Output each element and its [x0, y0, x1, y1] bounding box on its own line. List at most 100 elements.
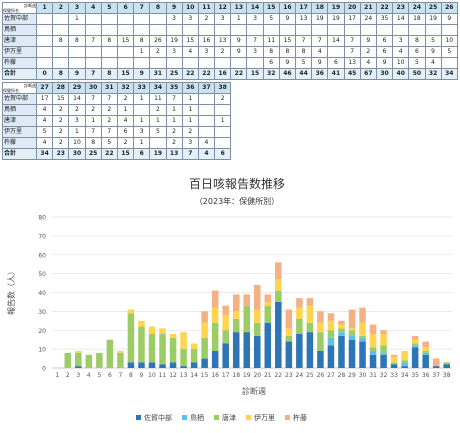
count-cell: 10 [68, 137, 86, 149]
count-cell: 67 [359, 68, 377, 80]
bar-segment-2 [127, 313, 135, 363]
week-header: 1 [35, 2, 54, 14]
bar-segment-0 [159, 364, 166, 368]
count-cell: 9 [359, 35, 377, 47]
count-cell: 2 [214, 46, 232, 58]
count-cell [133, 104, 151, 116]
week-header: 4 [84, 2, 102, 14]
count-cell: 8 [52, 35, 70, 47]
legend-label: 唐津 [222, 413, 236, 422]
week-header: 20 [343, 2, 361, 14]
count-cell: 7 [343, 35, 361, 47]
bar-segment-0 [201, 358, 208, 368]
count-cell [133, 57, 151, 69]
count-cell: 8 [52, 68, 70, 80]
count-cell: 1 [133, 137, 151, 149]
x-tick-label: 35 [411, 372, 419, 379]
bar-segment-3 [159, 328, 166, 335]
week-header: 15 [262, 2, 280, 14]
count-cell: 3 [68, 115, 86, 127]
bar-segment-0 [148, 362, 156, 368]
count-cell: 22 [230, 68, 248, 80]
bar-segment-0 [127, 362, 135, 368]
count-cell: 34 [440, 68, 458, 80]
count-cell: 13 [165, 148, 183, 160]
bar-segment-1 [369, 351, 377, 355]
legend-swatch [285, 415, 290, 420]
count-cell [197, 24, 216, 36]
count-cell [149, 137, 167, 149]
count-cell: 4 [359, 57, 377, 69]
count-cell: 44 [294, 68, 313, 80]
count-cell: 3 [181, 137, 199, 149]
count-cell: 15 [246, 68, 264, 80]
bar-segment-3 [327, 320, 335, 331]
count-cell [214, 126, 232, 138]
count-cell: 13 [214, 35, 232, 47]
bar-segment-2 [443, 362, 450, 365]
count-cell [165, 24, 183, 36]
count-cell [311, 24, 329, 36]
x-tick-label: 15 [201, 372, 209, 379]
count-cell [133, 24, 151, 36]
count-cell: 5 [35, 126, 54, 138]
count-cell: 15 [116, 35, 135, 47]
count-cell: 25 [84, 148, 102, 160]
count-cell [116, 24, 135, 36]
count-cell: 4 [424, 57, 442, 69]
weekly-table-part2: 診断週 保健所名 27 28 29 30 31 32 33 34 35 36 37 38 佐賀中部 17 15 1… [2, 82, 232, 160]
count-cell [52, 13, 70, 25]
count-cell: 31 [149, 68, 167, 80]
week-header: 9 [165, 2, 183, 14]
y-tick-label: 20 [38, 328, 46, 335]
count-cell: 8 [100, 35, 118, 47]
bar-segment-4 [275, 262, 282, 280]
count-cell: 40 [392, 68, 410, 80]
count-cell [68, 46, 86, 58]
count-cell: 4 [35, 104, 54, 116]
count-cell: 36 [311, 68, 329, 80]
x-tick-label: 7 [119, 372, 123, 379]
office-name: 鳥栖 [2, 24, 37, 36]
week-header: 17 [294, 2, 313, 14]
bar-segment-2 [148, 334, 156, 363]
table-row: 佐賀中部 17 15 14 7 7 2 1 11 7 1 2 [2, 93, 232, 105]
bar-segment-3 [75, 351, 82, 353]
bar-segment-2 [138, 326, 145, 363]
count-cell [149, 24, 167, 36]
total-label: 合計 [2, 68, 37, 80]
count-cell [214, 104, 232, 116]
count-cell: 2 [214, 93, 232, 105]
count-cell [52, 46, 70, 58]
bar-segment-2 [422, 351, 429, 353]
x-tick-label: 26 [317, 372, 325, 379]
count-cell: 4 [181, 46, 199, 58]
bar-segment-3 [411, 339, 419, 344]
table-corner-header: 診断週 保健所名 [2, 2, 37, 14]
count-cell: 22 [181, 68, 199, 80]
stacked-bar-chart: 百日咳報告数推移 （2023年：保健所別） 報告数（人） 診断週 0 10 20 30… [6, 176, 452, 422]
bar-segment-2 [96, 352, 103, 368]
count-cell: 1 [149, 115, 167, 127]
bar-segment-4 [211, 290, 219, 308]
count-cell: 19 [327, 13, 345, 25]
x-tick-label: 24 [296, 372, 304, 379]
count-cell [84, 46, 102, 58]
x-tick-label: 17 [222, 372, 230, 379]
count-cell: 19 [311, 13, 329, 25]
count-cell: 3 [246, 13, 264, 25]
bar-segment-3 [232, 311, 240, 319]
bar-segment-0 [348, 339, 356, 368]
count-cell: 9 [230, 46, 248, 58]
bar-segment-0 [211, 351, 219, 368]
week-header: 23 [392, 2, 410, 14]
bar-segment-3 [422, 347, 429, 352]
count-cell: 15 [278, 35, 297, 47]
count-cell [230, 57, 248, 69]
table-corner-header: 診断週 保健所名 [2, 82, 37, 94]
bar-segment-4 [222, 305, 229, 316]
count-cell: 7 [311, 35, 329, 47]
bar-segment-3 [264, 301, 272, 306]
week-header: 30 [84, 82, 102, 94]
count-cell: 2 [116, 137, 135, 149]
